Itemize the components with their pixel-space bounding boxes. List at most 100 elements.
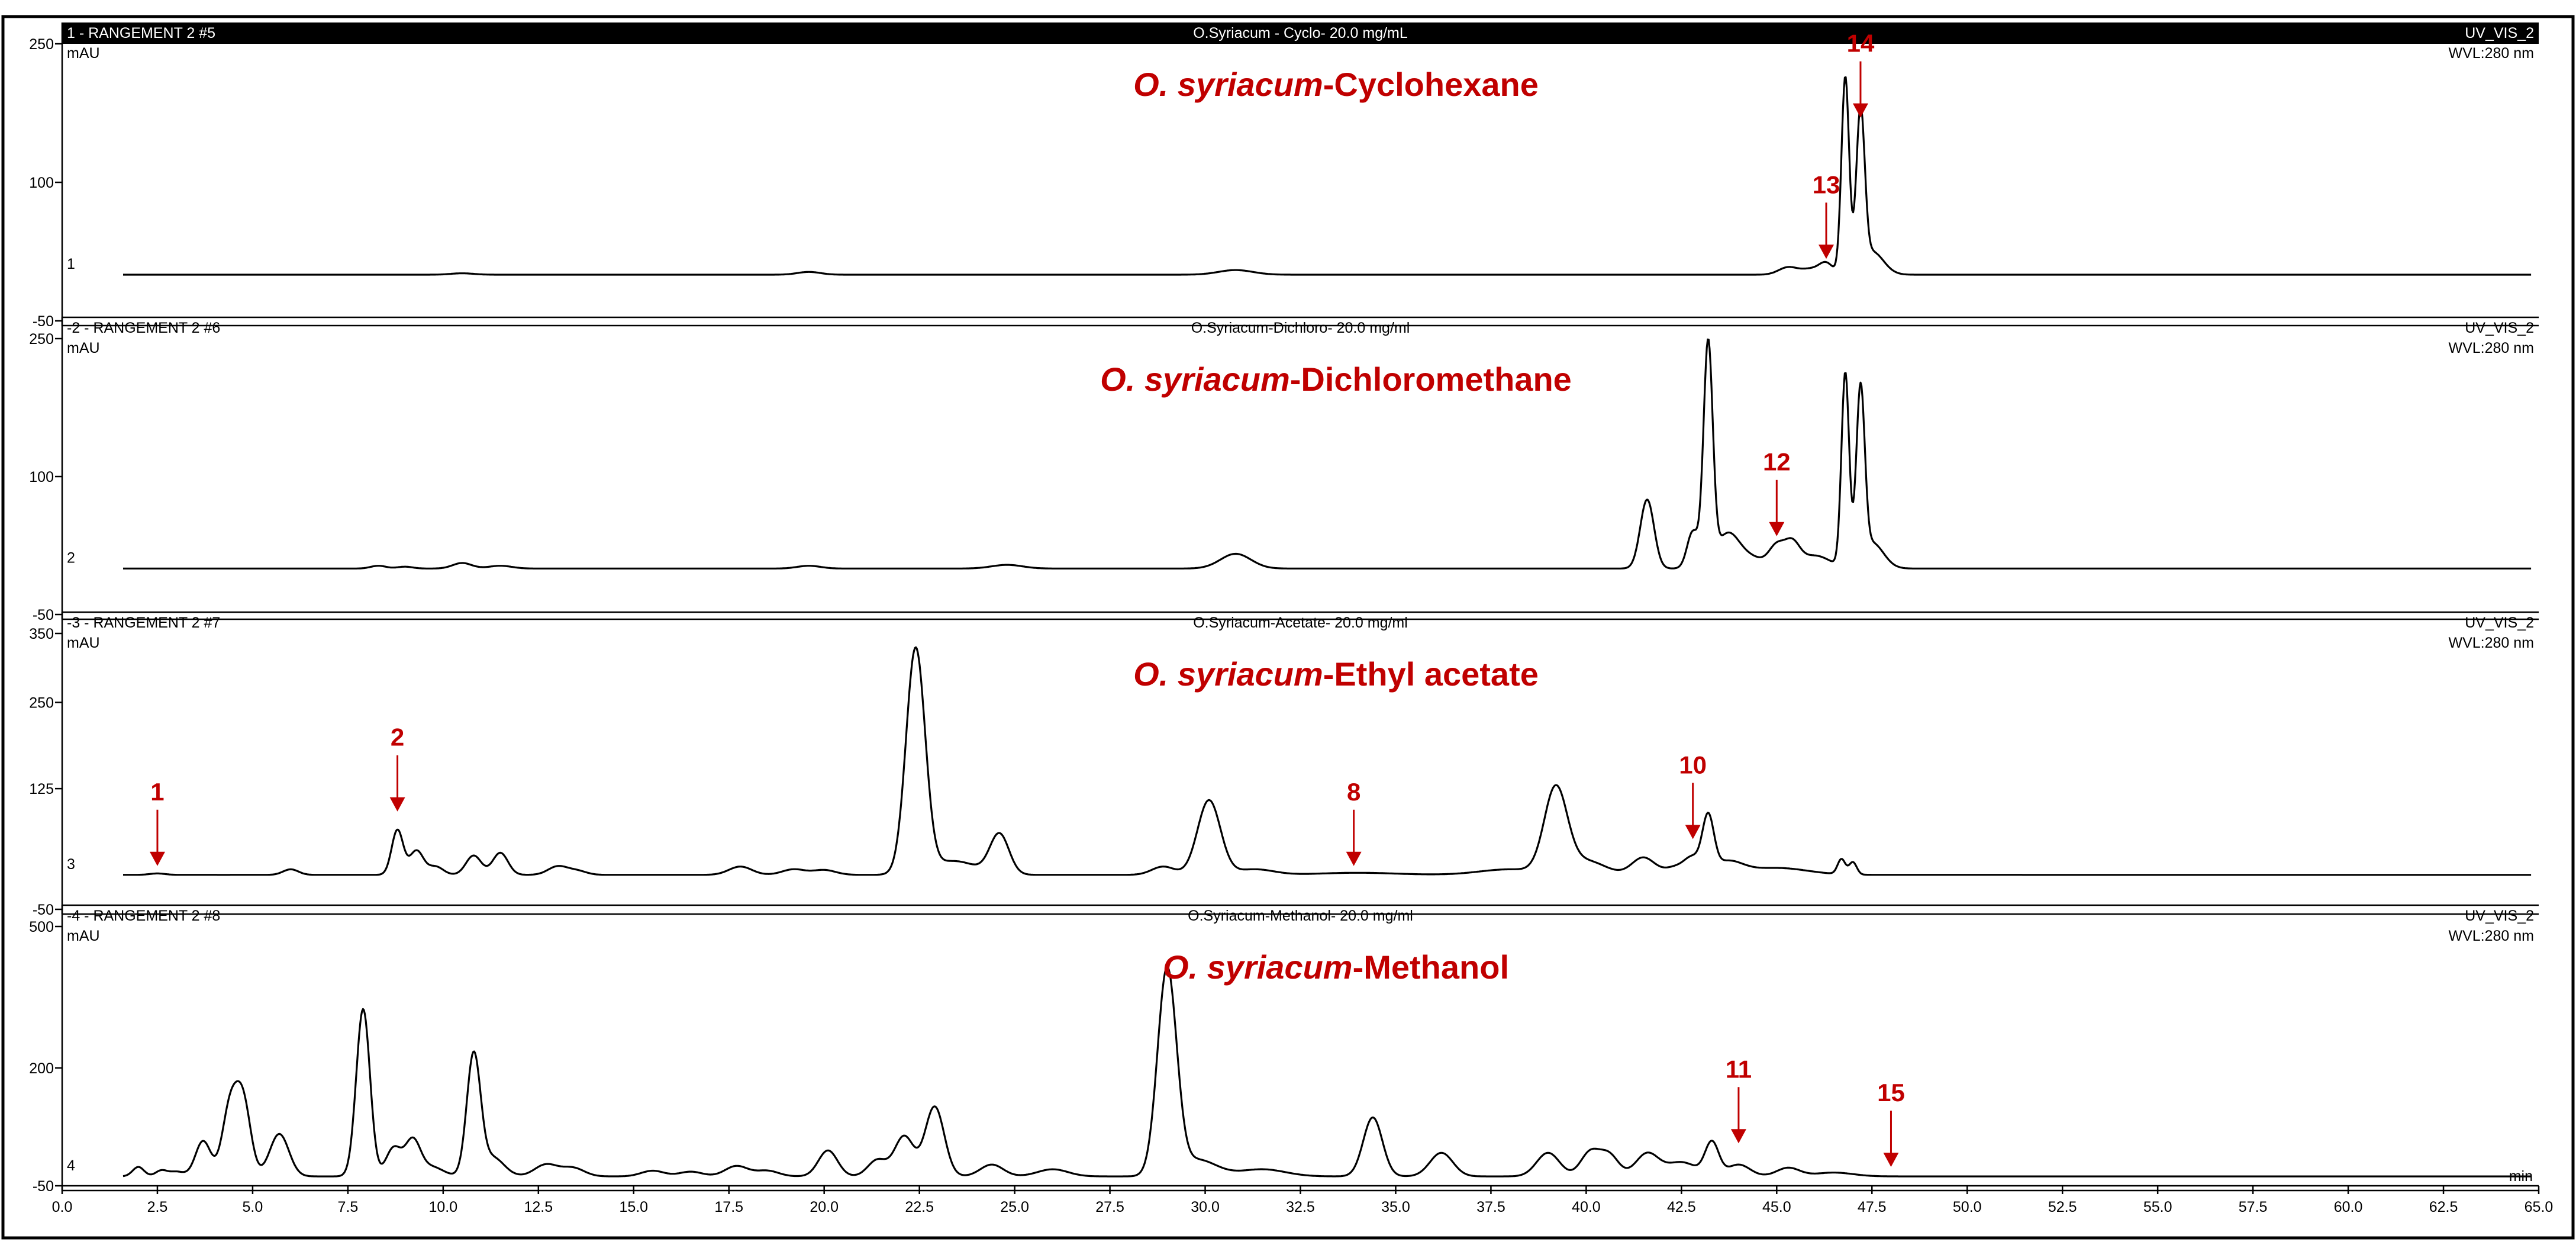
- y-tick-label: 250: [29, 695, 54, 712]
- y-tick-label: -50: [33, 607, 54, 623]
- annotation-arrow-head: [1685, 825, 1701, 839]
- x-tick-label: 22.5: [905, 1199, 934, 1215]
- panel-title: O. syriacum-Dichloromethane: [1100, 361, 1572, 398]
- y-tick-label: -50: [33, 313, 54, 330]
- wavelength-label: WVL:280 nm: [2448, 635, 2534, 651]
- annotation-number: 1: [150, 778, 164, 806]
- panel-title-solvent: -Dichloromethane: [1290, 361, 1572, 398]
- chromatogram-panel-3: -3 - RANGEMENT 2 #7 O.Syriacum-Acetate- 2…: [29, 611, 2539, 918]
- chromatogram-trace: [123, 76, 2532, 276]
- y-tick-label: 125: [29, 781, 54, 797]
- x-tick-label: 15.0: [619, 1199, 648, 1215]
- panel-title-solvent: -Methanol: [1353, 948, 1509, 986]
- y-tick-label: 500: [29, 919, 54, 935]
- x-tick-label: 52.5: [2048, 1199, 2077, 1215]
- peak-annotation-14: 14: [1847, 30, 1875, 118]
- peak-annotation-2: 2: [389, 723, 405, 812]
- wavelength-label: WVL:280 nm: [2448, 45, 2534, 62]
- x-tick-label: 62.5: [2429, 1199, 2458, 1215]
- y-tick-label: 100: [29, 469, 54, 485]
- y-unit-label: mAU: [67, 928, 100, 944]
- panel-title-species: O. syriacum: [1163, 948, 1353, 986]
- trace-number-label: 2: [67, 549, 75, 566]
- y-tick-label: 250: [29, 331, 54, 348]
- annotation-arrow-head: [389, 797, 405, 812]
- y-tick-label: 350: [29, 626, 54, 642]
- peak-annotation-1: 1: [149, 778, 165, 866]
- annotation-arrow-head: [1852, 103, 1868, 118]
- annotation-number: 13: [1813, 170, 1840, 198]
- x-tick-label: 47.5: [1858, 1199, 1887, 1215]
- peak-annotation-13: 13: [1813, 170, 1840, 259]
- x-tick-label: 2.5: [147, 1199, 168, 1215]
- chromatogram-trace: [123, 646, 2532, 876]
- x-tick-label: 35.0: [1381, 1199, 1410, 1215]
- wavelength-label: WVL:280 nm: [2448, 340, 2534, 356]
- trace-number-label: 3: [67, 856, 75, 873]
- peak-annotation-10: 10: [1679, 751, 1707, 839]
- figure-frame: [1, 15, 2575, 1240]
- peak-annotation-8: 8: [1346, 778, 1362, 866]
- header-channel-label: UV_VIS_2: [2465, 320, 2534, 336]
- x-tick-label: 17.5: [714, 1199, 743, 1215]
- trace-number-label: 1: [67, 256, 75, 272]
- y-tick-label: -50: [33, 902, 54, 918]
- y-tick-label: -50: [33, 1178, 54, 1195]
- y-unit-label: mAU: [67, 340, 100, 356]
- annotation-arrow-head: [1883, 1153, 1899, 1167]
- annotation-arrow-head: [1819, 245, 1835, 259]
- header-run-label: -2 - RANGEMENT 2 #6: [67, 320, 220, 336]
- annotation-number: 8: [1347, 778, 1360, 806]
- peak-annotation-12: 12: [1763, 448, 1791, 536]
- x-tick-label: 30.0: [1191, 1199, 1220, 1215]
- panel-title-species: O. syriacum: [1133, 655, 1323, 693]
- annotation-number: 12: [1763, 448, 1791, 476]
- annotation-number: 2: [391, 723, 404, 751]
- header-run-label: 1 - RANGEMENT 2 #5: [67, 25, 215, 41]
- header-sample-label: O.Syriacum-Dichloro- 20.0 mg/ml: [1191, 320, 1410, 336]
- x-tick-label: 7.5: [338, 1199, 359, 1215]
- annotation-number: 11: [1726, 1055, 1752, 1083]
- chromatogram-panel-2: -2 - RANGEMENT 2 #6 O.Syriacum-Dichloro- …: [29, 316, 2539, 623]
- x-tick-label: 10.0: [429, 1199, 458, 1215]
- y-tick-label: 250: [29, 36, 54, 53]
- y-tick-label: 200: [29, 1060, 54, 1077]
- x-tick-label: 5.0: [243, 1199, 263, 1215]
- header-bar: [62, 22, 2539, 44]
- panel-title-solvent: -Ethyl acetate: [1323, 655, 1539, 693]
- chromatogram-trace: [123, 338, 2532, 570]
- header-run-label: -4 - RANGEMENT 2 #8: [67, 908, 220, 924]
- x-tick-label: 25.0: [1000, 1199, 1029, 1215]
- panel-title: O. syriacum-Methanol: [1163, 948, 1509, 986]
- x-tick-label: 12.5: [524, 1199, 553, 1215]
- x-tick-label: 0.0: [52, 1199, 73, 1215]
- annotation-number: 15: [1877, 1079, 1905, 1106]
- x-tick-label: 57.5: [2239, 1199, 2268, 1215]
- x-tick-label: 45.0: [1762, 1199, 1791, 1215]
- x-tick-label: 32.5: [1286, 1199, 1315, 1215]
- panel-title-species: O. syriacum: [1100, 361, 1290, 398]
- panel-title: O. syriacum-Ethyl acetate: [1133, 655, 1539, 693]
- x-tick-label: 55.0: [2143, 1199, 2172, 1215]
- x-tick-label: 37.5: [1476, 1199, 1505, 1215]
- header-sample-label: O.Syriacum-Methanol- 20.0 mg/ml: [1188, 908, 1413, 924]
- header-channel-label: UV_VIS_2: [2465, 908, 2534, 924]
- peak-annotation-11: 11: [1726, 1055, 1752, 1144]
- peak-annotation-15: 15: [1877, 1079, 1905, 1167]
- x-tick-label: 27.5: [1095, 1199, 1124, 1215]
- panel-title-species: O. syriacum: [1133, 66, 1323, 103]
- annotation-arrow-head: [1730, 1129, 1746, 1144]
- trace-number-label: 4: [67, 1157, 75, 1174]
- panel-title: O. syriacum-Cyclohexane: [1133, 66, 1539, 103]
- header-sample-label: O.Syriacum-Acetate- 20.0 mg/ml: [1193, 615, 1408, 631]
- annotation-number: 14: [1847, 30, 1875, 57]
- header-sample-label: O.Syriacum - Cyclo- 20.0 mg/mL: [1193, 25, 1408, 41]
- x-tick-label: 60.0: [2334, 1199, 2363, 1215]
- annotation-number: 10: [1679, 751, 1707, 778]
- x-axis-unit-label: min: [2509, 1168, 2533, 1185]
- chromatogram-trace: [122, 966, 2532, 1178]
- wavelength-label: WVL:280 nm: [2448, 928, 2534, 944]
- annotation-arrow-head: [149, 851, 165, 866]
- x-tick-label: 40.0: [1572, 1199, 1601, 1215]
